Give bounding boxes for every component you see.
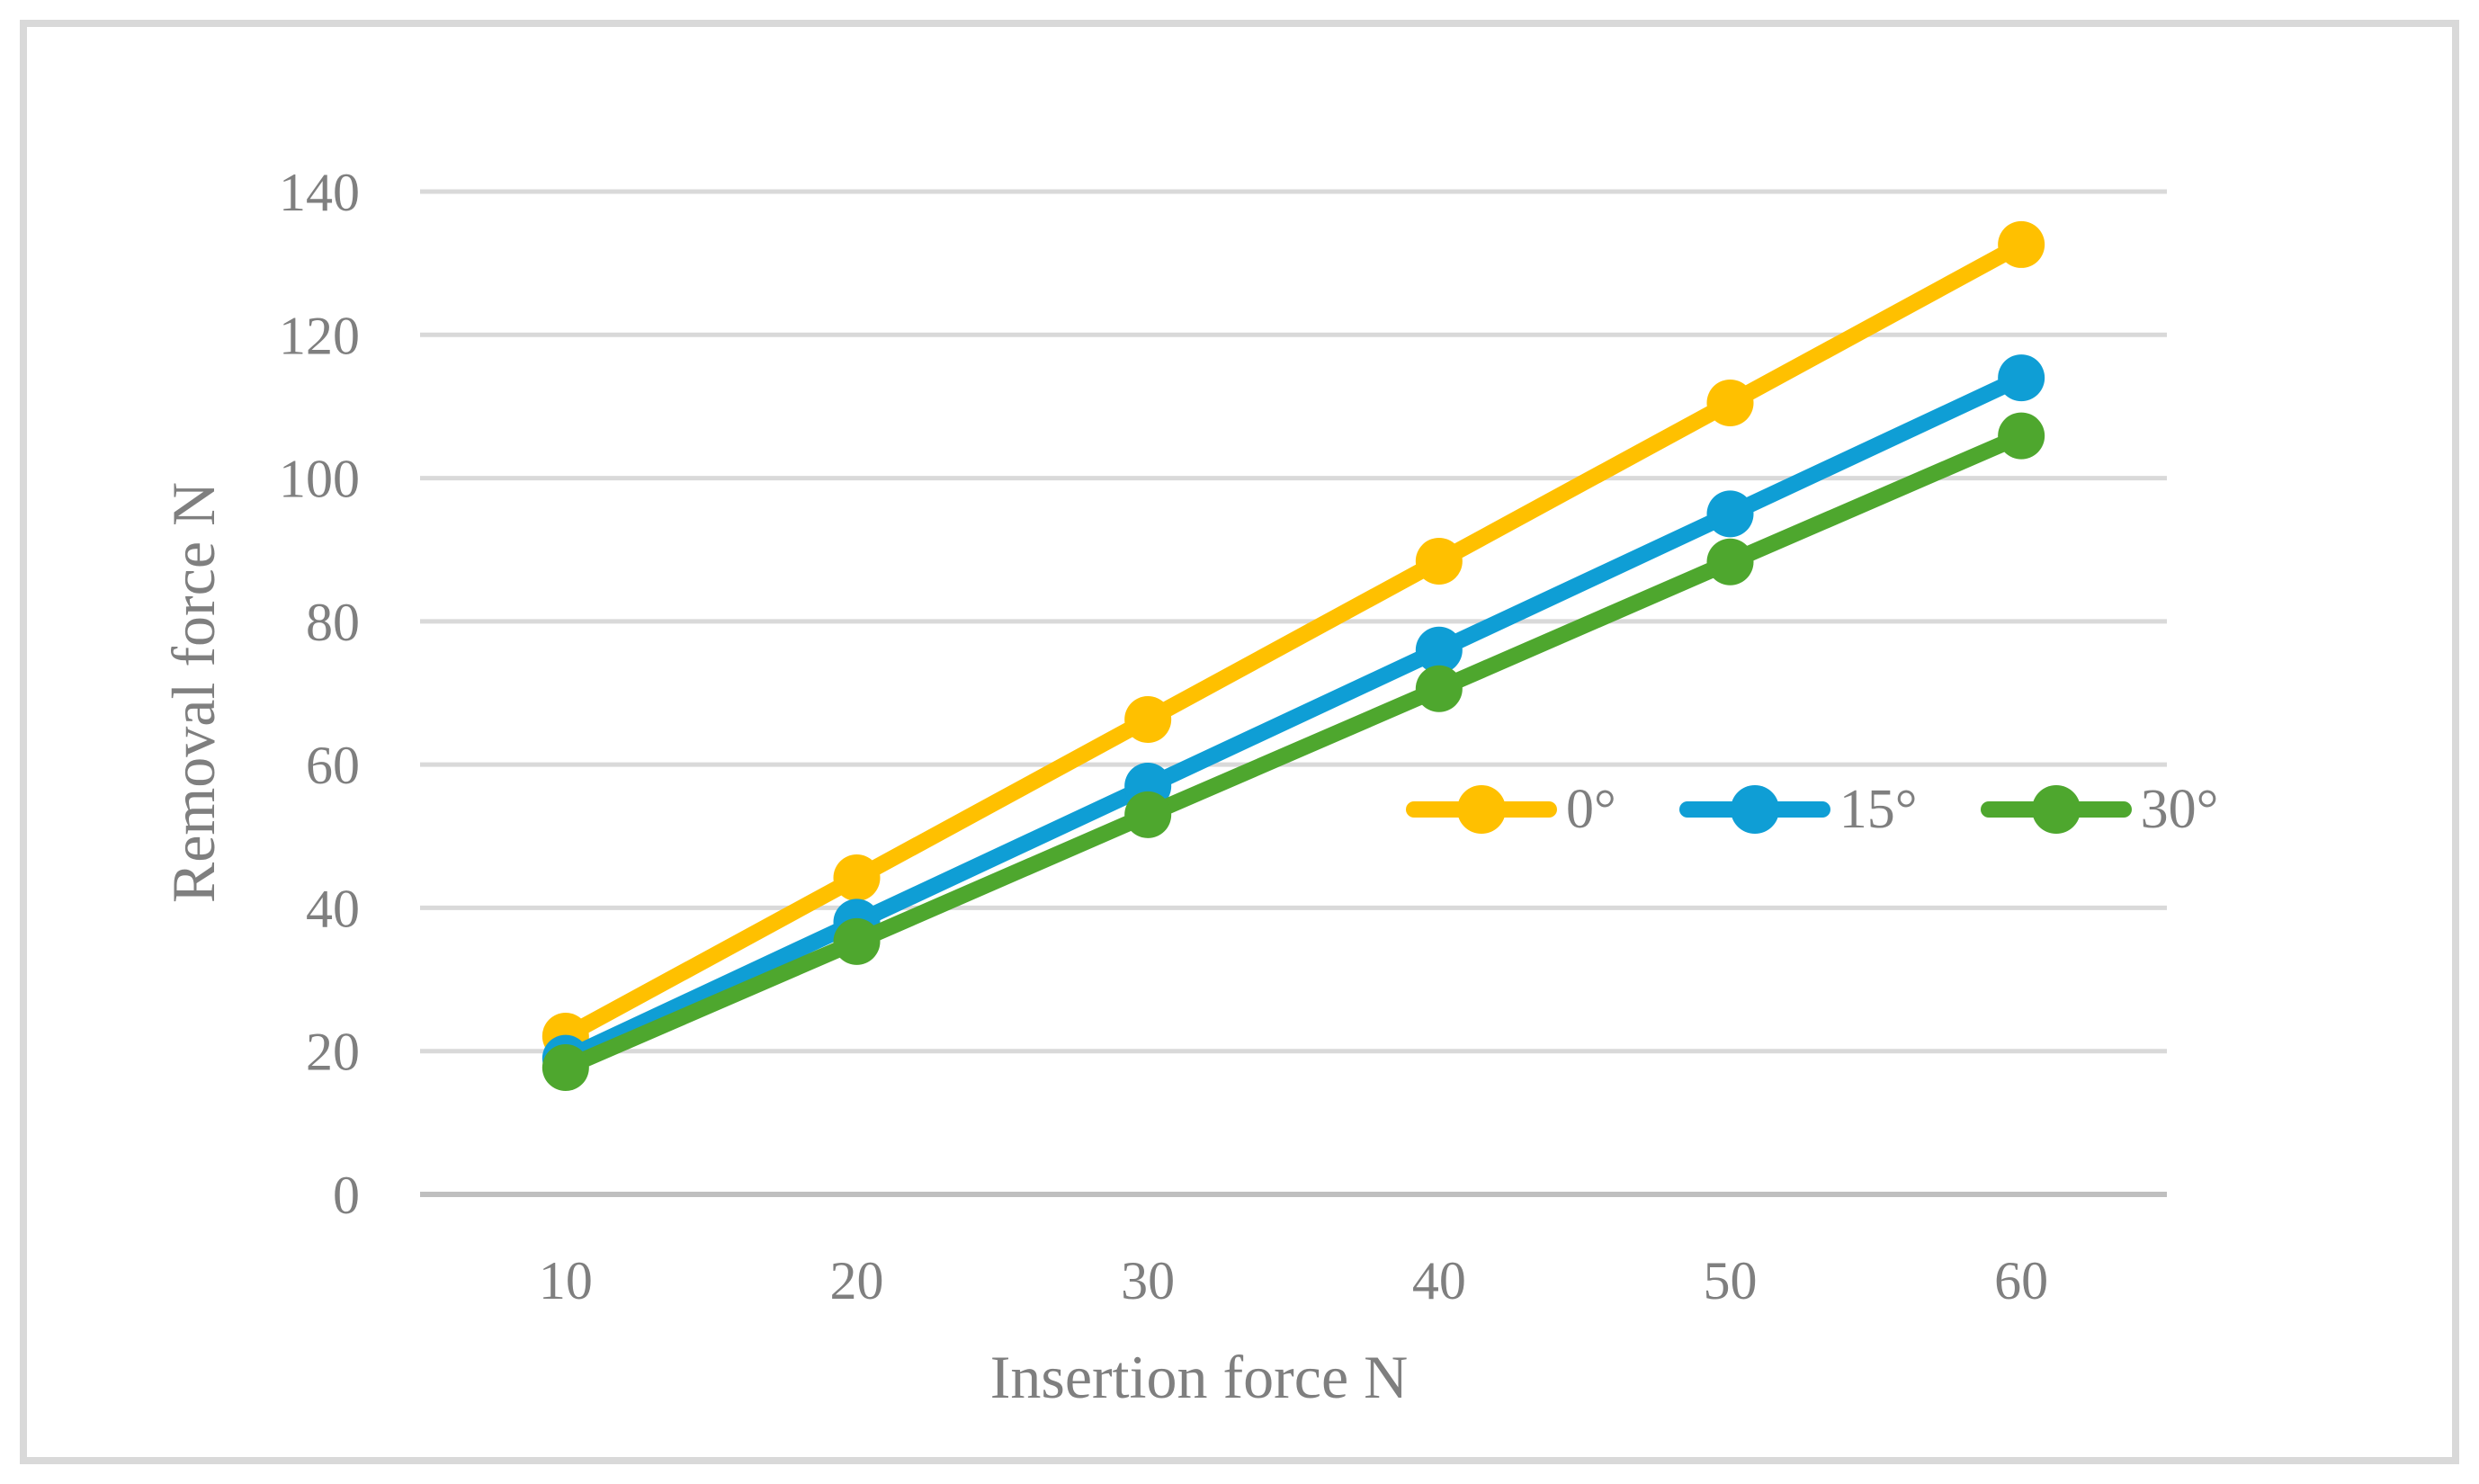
x-tick-label: 20 — [830, 1251, 884, 1310]
data-point-0deg-x50 — [1706, 379, 1754, 426]
data-point-30deg-x50 — [1706, 538, 1754, 586]
legend-marker-line-icon — [1980, 785, 2132, 834]
y-tick-label: 120 — [279, 306, 360, 365]
legend-marker-line-icon — [1678, 785, 1830, 834]
y-tick-label: 140 — [279, 163, 360, 222]
data-point-0deg-x30 — [1124, 695, 1172, 743]
x-tick-label: 60 — [1994, 1251, 2048, 1310]
data-point-15deg-x40 — [1415, 626, 1463, 674]
data-point-30deg-x20 — [833, 917, 881, 965]
y-axis-title: Removal force N — [159, 481, 228, 904]
x-tick-label: 50 — [1704, 1251, 1758, 1310]
data-point-30deg-x10 — [541, 1044, 589, 1092]
y-tick-label: 20 — [306, 1023, 360, 1082]
data-point-15deg-x50 — [1706, 490, 1754, 538]
series-line-0deg — [557, 236, 2030, 1044]
data-point-0deg-x20 — [833, 854, 881, 901]
y-tick-label: 80 — [306, 593, 360, 652]
x-tick-label: 30 — [1121, 1251, 1175, 1310]
x-axis-title: Insertion force N — [989, 1343, 1409, 1411]
series-line-15deg — [557, 370, 2030, 1067]
y-tick-label: 60 — [306, 736, 360, 795]
legend-label: 0° — [1566, 779, 1616, 840]
series-line-30deg — [557, 427, 2030, 1077]
data-point-30deg-x60 — [1998, 412, 2045, 460]
data-point-0deg-x40 — [1415, 537, 1463, 585]
y-tick-label: 0 — [333, 1166, 360, 1225]
legend-item-15deg: 15° — [1678, 769, 1918, 850]
legend-label: 15° — [1839, 779, 1918, 840]
legend: 0° 15° 30° — [1406, 769, 2218, 850]
data-point-15deg-x60 — [1998, 354, 2045, 402]
figure-border — [20, 20, 2459, 1464]
data-point-0deg-x60 — [1998, 220, 2045, 268]
legend-item-30deg: 30° — [1980, 769, 2219, 850]
data-point-30deg-x40 — [1415, 665, 1463, 712]
legend-marker-line-icon — [1406, 785, 1557, 834]
y-tick-label: 100 — [279, 450, 360, 509]
legend-label: 30° — [2140, 779, 2219, 840]
x-tick-label: 10 — [539, 1251, 593, 1310]
y-tick-label: 40 — [306, 879, 360, 938]
x-tick-label: 40 — [1412, 1251, 1466, 1310]
data-point-30deg-x30 — [1124, 791, 1172, 838]
legend-item-0deg: 0° — [1406, 769, 1616, 850]
